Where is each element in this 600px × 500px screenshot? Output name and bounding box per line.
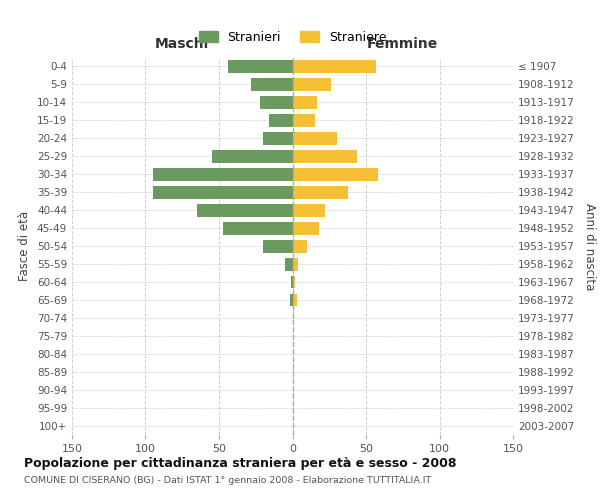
Bar <box>293 312 294 324</box>
Y-axis label: Anni di nascita: Anni di nascita <box>583 202 596 290</box>
Bar <box>223 222 293 234</box>
Bar <box>263 132 293 144</box>
Bar <box>251 78 293 91</box>
Bar <box>293 168 378 180</box>
Bar <box>293 78 331 91</box>
Bar <box>293 132 337 144</box>
Text: Femmine: Femmine <box>367 37 439 51</box>
Bar <box>293 150 357 162</box>
Bar <box>153 168 293 180</box>
Bar <box>212 150 293 162</box>
Text: Maschi: Maschi <box>155 37 209 51</box>
Bar <box>293 204 325 216</box>
Bar <box>293 240 307 252</box>
Bar <box>293 186 349 198</box>
Bar <box>269 114 293 126</box>
Bar <box>285 258 293 270</box>
Bar <box>293 114 314 126</box>
Bar <box>293 60 376 73</box>
Bar <box>228 60 293 73</box>
Y-axis label: Fasce di età: Fasce di età <box>19 211 31 282</box>
Bar <box>293 258 298 270</box>
Bar <box>293 366 294 378</box>
Bar <box>260 96 293 108</box>
Bar <box>293 294 297 306</box>
Legend: Stranieri, Straniere: Stranieri, Straniere <box>194 26 391 49</box>
Bar <box>293 96 317 108</box>
Bar <box>263 240 293 252</box>
Bar <box>293 222 319 234</box>
Bar <box>290 294 293 306</box>
Text: COMUNE DI CISERANO (BG) - Dati ISTAT 1° gennaio 2008 - Elaborazione TUTTITALIA.I: COMUNE DI CISERANO (BG) - Dati ISTAT 1° … <box>24 476 431 485</box>
Bar <box>153 186 293 198</box>
Text: Popolazione per cittadinanza straniera per età e sesso - 2008: Popolazione per cittadinanza straniera p… <box>24 458 457 470</box>
Bar <box>197 204 293 216</box>
Bar <box>293 276 295 288</box>
Bar <box>291 276 293 288</box>
